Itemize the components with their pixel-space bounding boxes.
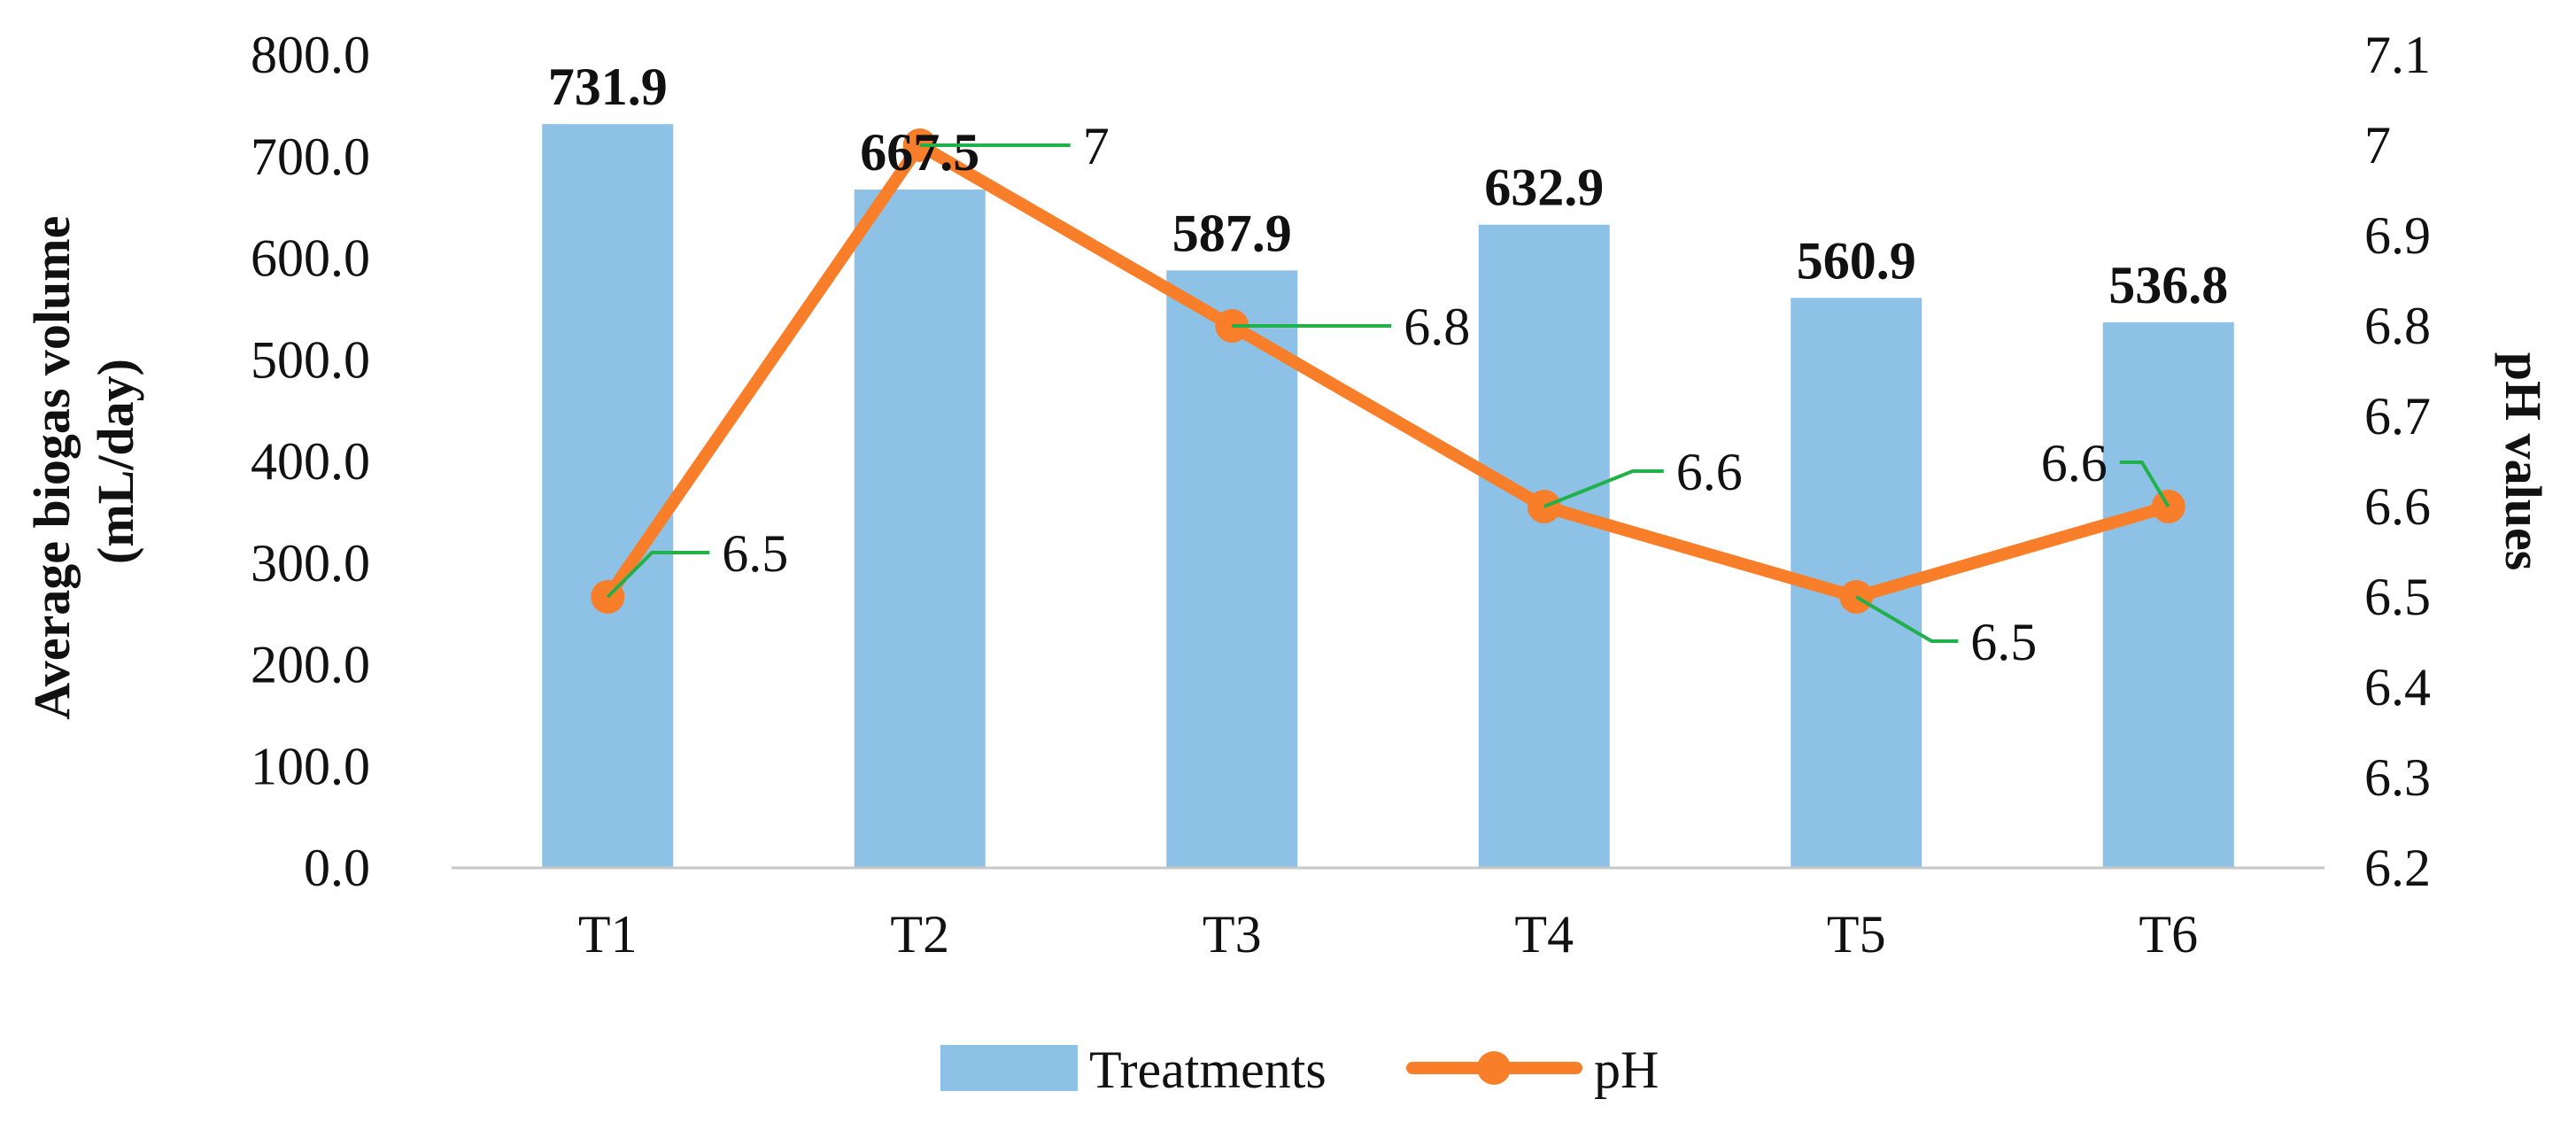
bar-series: [542, 124, 2234, 869]
legend-ph-label: pH: [1594, 1041, 1659, 1099]
y2-tick-label: 6.7: [2364, 387, 2431, 445]
bar-value-label-T2: 667.5: [860, 123, 979, 182]
y-tick-label: 200.0: [251, 636, 370, 694]
y2-tick-label: 6.8: [2364, 297, 2431, 355]
y2-tick-label: 7: [2364, 116, 2391, 174]
y2-tick-label: 6.6: [2364, 477, 2431, 536]
data-labels: 731.9 667.5 587.9 632.9 560.9 536.8 6.5 7 6.8 6.6…: [548, 58, 2229, 671]
y-tick-label: 400.0: [251, 432, 370, 491]
y2-tick-label: 6.3: [2364, 748, 2431, 807]
ph-label-leader-T4: [1543, 469, 1664, 508]
x-tick-label-T2: T2: [890, 905, 949, 964]
ph-value-label-T6: 6.6: [2041, 434, 2108, 492]
y-tick-label: 600.0: [251, 229, 370, 288]
y-axis-title: Average biogas volume (mL/day): [23, 203, 144, 720]
axes: T1 T2 T3 T4 T5 T6 0.0 100.0 200.0 300.0 400.0 500.0…: [251, 26, 2431, 964]
ph-line-series: [591, 128, 2185, 614]
y-tick-label: 100.0: [251, 737, 370, 795]
ph-value-label-T1: 6.5: [722, 524, 788, 583]
x-tick-label-T3: T3: [1203, 905, 1262, 964]
ph-value-label-T3: 6.8: [1404, 298, 1470, 356]
bar-T2: [854, 190, 986, 868]
legend-ph-marker: [1477, 1051, 1511, 1085]
bar-T4: [1478, 224, 1610, 868]
bar-T1: [542, 124, 674, 868]
bar-value-label-T5: 560.9: [1797, 231, 1916, 290]
y-tick-label: 300.0: [251, 534, 370, 592]
y-tick-label: 800.0: [251, 26, 370, 84]
bar-T3: [1166, 270, 1298, 868]
y-tick-label: 0.0: [304, 839, 370, 897]
x-tick-label-T4: T4: [1514, 905, 1574, 964]
y2-tick-label: 6.4: [2364, 658, 2431, 716]
ph-value-label-T2: 7: [1083, 117, 1110, 175]
x-tick-label-T6: T6: [2139, 905, 2198, 964]
y2-tick-label: 6.5: [2364, 568, 2431, 626]
x-tick-label-T5: T5: [1827, 905, 1886, 964]
y2-tick-label: 6.2: [2364, 839, 2431, 897]
y-tick-label: 700.0: [251, 128, 370, 186]
legend: Treatments pH: [940, 1041, 1659, 1099]
y-axis-title-line-1: Average biogas volume: [23, 216, 81, 720]
ph-label-leader-T1: [606, 551, 710, 599]
y-axis-title-line-2: (mL/day): [87, 359, 144, 564]
y2-tick-label: 6.9: [2364, 206, 2431, 265]
bar-value-label-T3: 587.9: [1172, 204, 1292, 262]
ph-line: [601, 139, 2175, 603]
ph-label-leader-T6: [2119, 461, 2170, 508]
x-tick-label-T1: T1: [578, 905, 638, 964]
legend-treatments-swatch: [940, 1045, 1078, 1091]
axis-titles: Average biogas volume (mL/day) pH values: [23, 203, 2552, 720]
ph-value-label-T5: 6.5: [1970, 613, 2037, 671]
legend-treatments-label: Treatments: [1089, 1041, 1327, 1099]
bar-value-label-T6: 536.8: [2108, 256, 2228, 314]
ph-value-label-T4: 6.6: [1676, 443, 1743, 501]
ph-label-leader-T5: [1855, 595, 1959, 643]
y2-axis-title: pH values: [2495, 352, 2552, 571]
bar-T6: [2102, 322, 2234, 869]
y2-tick-label: 7.1: [2364, 26, 2431, 84]
bar-value-label-T4: 632.9: [1484, 159, 1604, 217]
bar-value-label-T1: 731.9: [548, 58, 668, 116]
y-tick-label: 500.0: [251, 330, 370, 389]
